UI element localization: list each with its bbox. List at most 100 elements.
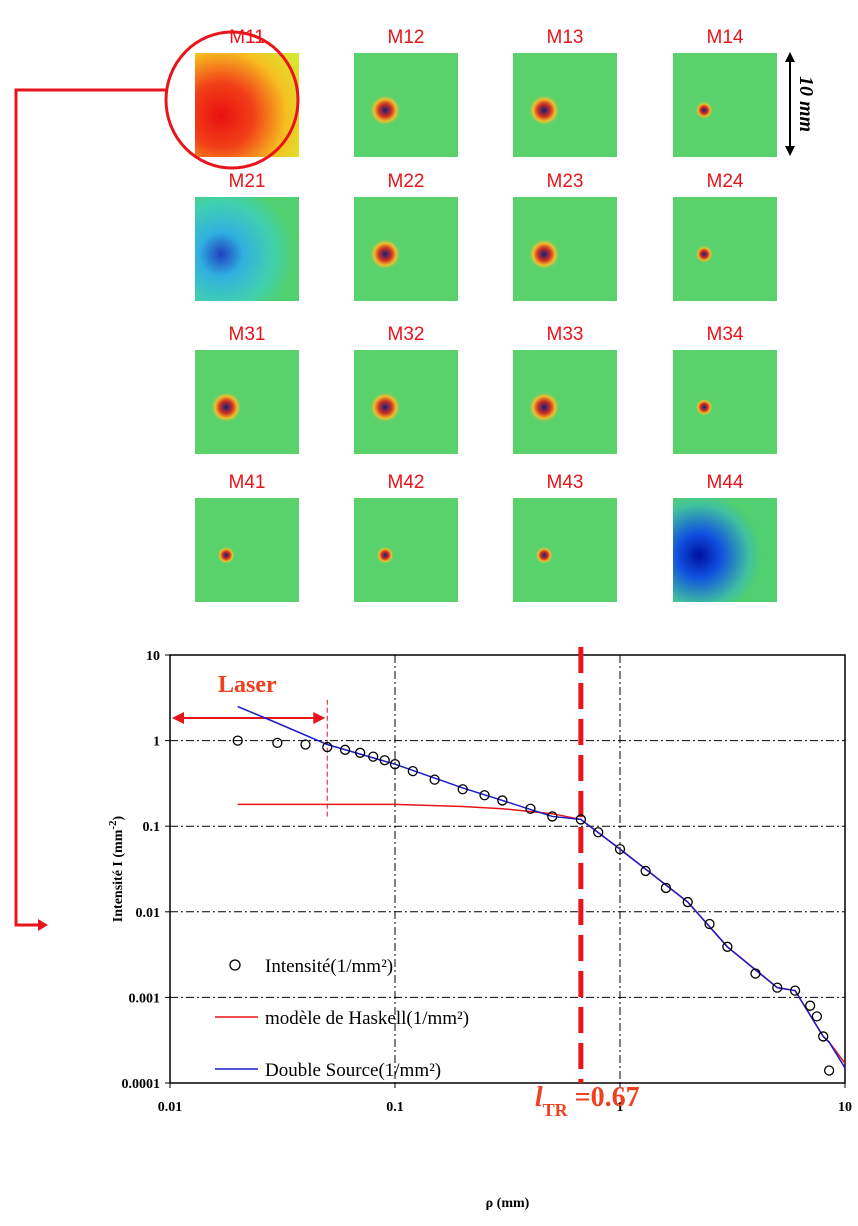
chart: 0.01 0.1 1 10 0.0001 0.001 0.01 0.1 1 10 ρ (mm) Int… (107, 647, 852, 1211)
image-label: M24 (707, 171, 744, 192)
image-label: M43 (547, 472, 584, 493)
ltr-sub: TR (543, 1100, 569, 1120)
arrowhead (172, 712, 184, 724)
map-image (513, 53, 617, 157)
legend-label: Intensité(1/mm²) (265, 956, 393, 977)
image-label: M44 (707, 472, 744, 493)
arrowhead (313, 712, 326, 724)
y-axis-label-part: ) (111, 815, 126, 820)
map-image (195, 498, 299, 602)
data-point (772, 982, 783, 993)
data-point (811, 1011, 823, 1022)
data-point (457, 784, 468, 795)
map-image (354, 498, 458, 602)
y-axis-label: Intensité I (mm-2) (107, 815, 126, 922)
data-point (593, 827, 604, 838)
y-axis-label-part: -2 (107, 820, 119, 830)
highlight-circle (164, 30, 300, 170)
map-image (354, 197, 458, 301)
data-point (704, 918, 715, 930)
data-point (750, 968, 761, 979)
map-image (354, 350, 458, 454)
plot-frame (169, 654, 846, 1084)
map-spot (528, 391, 561, 424)
map-image (513, 498, 617, 602)
image-label: M34 (707, 324, 744, 345)
image-label: M42 (388, 472, 425, 493)
data-point (368, 751, 379, 762)
x-tick-label: 1 (617, 1100, 624, 1115)
data-point (823, 1065, 835, 1076)
data-point (354, 747, 366, 758)
map-image (354, 53, 458, 157)
y-tick-label: 0.001 (129, 991, 161, 1006)
image-label: M22 (388, 171, 425, 192)
map-spot (528, 238, 561, 271)
map-image (673, 53, 777, 157)
legend-label: modèle de Haskell(1/mm²) (265, 1008, 469, 1029)
legend-label: Double Source(1/mm²) (265, 1060, 441, 1081)
image-label: M33 (547, 324, 584, 345)
data-point (682, 896, 693, 908)
image-label: M12 (388, 27, 425, 48)
x-tick-label: 10 (838, 1100, 852, 1115)
data-point (818, 1031, 829, 1042)
data-point (429, 774, 440, 785)
legend-marker (229, 959, 241, 971)
data-point (322, 741, 333, 753)
y-tick-label: 0.0001 (122, 1077, 161, 1092)
y-tick-label: 1 (153, 735, 160, 750)
image-label: M32 (388, 324, 425, 345)
x-tick-label: 0.01 (158, 1100, 183, 1115)
map-image (513, 350, 617, 454)
ltr-rest: =0.67 (568, 1082, 640, 1113)
map-spot (369, 94, 402, 127)
image-label: M31 (229, 324, 266, 345)
ltr-main: l (535, 1082, 543, 1113)
map-image (673, 197, 777, 301)
map-image (673, 350, 777, 454)
data-point (525, 803, 536, 814)
image-label: M21 (229, 171, 266, 192)
scale-arrow (785, 52, 795, 62)
connector-arrow (38, 919, 48, 931)
scale-label: 10 mm (795, 76, 817, 132)
data-point (660, 882, 672, 894)
data-point (547, 811, 558, 822)
data-point (614, 843, 626, 855)
map-spot (376, 546, 395, 565)
map-image (673, 498, 777, 602)
data-point (479, 790, 490, 801)
y-axis-label-part: Intensité I (mm (111, 829, 126, 922)
data-point (272, 737, 283, 749)
data-point (575, 814, 587, 825)
image-label: M41 (229, 472, 266, 493)
map-spot (210, 391, 243, 424)
laser-label: Laser (218, 672, 277, 698)
data-point (789, 985, 801, 996)
image-label: M13 (547, 27, 584, 48)
data-point (640, 865, 651, 877)
image-label: M14 (707, 27, 744, 48)
y-tick-label: 0.1 (143, 820, 161, 835)
map-spot (695, 245, 714, 264)
map-spot (535, 546, 554, 565)
ltr-label: lTR =0.67 (535, 1082, 640, 1120)
data-point (232, 735, 243, 746)
map-image (195, 350, 299, 454)
connector (14, 88, 166, 927)
y-tick-label: 0.01 (136, 906, 161, 921)
series-line (237, 705, 846, 1069)
data-point (497, 795, 508, 806)
map-image (195, 53, 299, 157)
map-spot (369, 391, 402, 424)
x-tick-label: 0.1 (386, 1100, 404, 1115)
y-tick-label: 10 (146, 649, 160, 664)
image-label: M23 (547, 171, 584, 192)
scale-arrow (785, 146, 795, 156)
data-point (339, 744, 351, 755)
map-image (195, 197, 299, 301)
map-spot (695, 398, 714, 417)
